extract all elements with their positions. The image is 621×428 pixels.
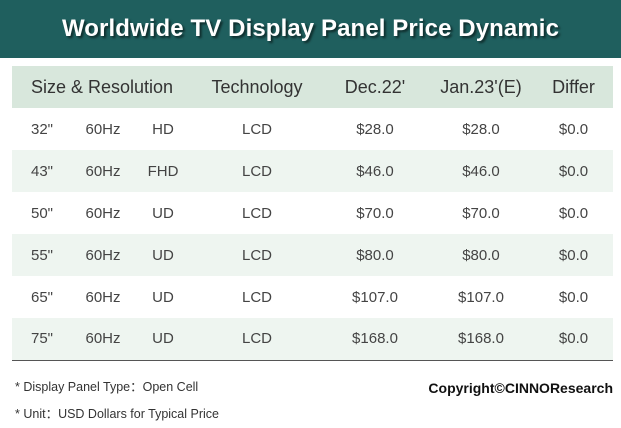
cell-technology: LCD <box>241 288 272 306</box>
cell-hz: 60Hz <box>85 330 121 348</box>
cell-technology: LCD <box>241 204 272 222</box>
cell-differ: $0.0 <box>558 330 589 348</box>
cell-size: 75" <box>30 330 53 348</box>
cell-hz: 60Hz <box>85 204 121 222</box>
cell-resolution: UD <box>152 246 174 264</box>
price-table-container: Size & Resolution Technology Dec.22' Jan… <box>12 66 613 361</box>
cell-size: 43" <box>30 162 53 180</box>
header-dec: Dec.22' <box>344 76 406 97</box>
note-unit: * Unit：USD Dollars for Typical Price <box>15 407 219 421</box>
cell-technology: LCD <box>241 162 272 180</box>
table-row: 50" 60Hz UD LCD $70.0 $70.0 $0.0 <box>12 192 613 234</box>
cell-hz: 60Hz <box>85 162 121 180</box>
cell-hz: 60Hz <box>85 246 121 264</box>
table-header-row: Size & Resolution Technology Dec.22' Jan… <box>12 66 613 108</box>
cell-hz: 60Hz <box>85 288 121 306</box>
cell-resolution: UD <box>152 288 174 306</box>
cell-dec-price: $46.0 <box>356 162 394 180</box>
cell-jan-price: $168.0 <box>458 330 504 348</box>
cell-resolution: FHD <box>147 162 179 180</box>
header-differ: Differ <box>552 76 595 97</box>
page-title: Worldwide TV Display Panel Price Dynamic <box>61 15 560 42</box>
copyright-text: Copyright©CINNOResearch <box>428 380 613 396</box>
table-row: 43" 60Hz FHD LCD $46.0 $46.0 $0.0 <box>12 150 613 192</box>
cell-jan-price: $28.0 <box>462 120 500 138</box>
cell-technology: LCD <box>241 330 272 348</box>
cell-size: 32" <box>30 120 53 138</box>
cell-differ: $0.0 <box>558 204 589 222</box>
header-size-resolution: Size & Resolution <box>30 76 174 97</box>
table-row: 55" 60Hz UD LCD $80.0 $80.0 $0.0 <box>12 234 613 276</box>
cell-jan-price: $80.0 <box>462 246 500 264</box>
header-jan: Jan.23'(E) <box>440 76 522 97</box>
note-panel-type: * Display Panel Type：Open Cell <box>15 380 199 394</box>
cell-dec-price: $107.0 <box>352 288 398 306</box>
cell-resolution: UD <box>152 330 174 348</box>
price-table: Size & Resolution Technology Dec.22' Jan… <box>12 66 613 361</box>
title-banner: Worldwide TV Display Panel Price Dynamic <box>0 0 621 58</box>
cell-differ: $0.0 <box>558 162 589 180</box>
cell-size: 55" <box>30 246 53 264</box>
cell-differ: $0.0 <box>558 120 589 138</box>
cell-technology: LCD <box>241 120 272 138</box>
cell-jan-price: $107.0 <box>458 288 504 306</box>
cell-differ: $0.0 <box>558 246 589 264</box>
cell-differ: $0.0 <box>558 288 589 306</box>
cell-size: 50" <box>30 204 53 222</box>
cell-resolution: HD <box>152 120 174 138</box>
cell-size: 65" <box>30 288 53 306</box>
cell-jan-price: $46.0 <box>462 162 500 180</box>
table-row: 75" 60Hz UD LCD $168.0 $168.0 $0.0 <box>12 318 613 360</box>
cell-dec-price: $80.0 <box>356 246 394 264</box>
cell-jan-price: $70.0 <box>462 204 500 222</box>
cell-dec-price: $168.0 <box>352 330 398 348</box>
cell-technology: LCD <box>241 246 272 264</box>
cell-resolution: UD <box>152 204 174 222</box>
cell-dec-price: $70.0 <box>356 204 394 222</box>
cell-dec-price: $28.0 <box>356 120 394 138</box>
table-row: 32" 60Hz HD LCD $28.0 $28.0 $0.0 <box>12 108 613 150</box>
cell-hz: 60Hz <box>85 120 121 138</box>
table-row: 65" 60Hz UD LCD $107.0 $107.0 $0.0 <box>12 276 613 318</box>
footer-notes: * Display Panel Type：Open Cell * Unit：US… <box>15 374 219 428</box>
header-technology: Technology <box>211 76 303 97</box>
